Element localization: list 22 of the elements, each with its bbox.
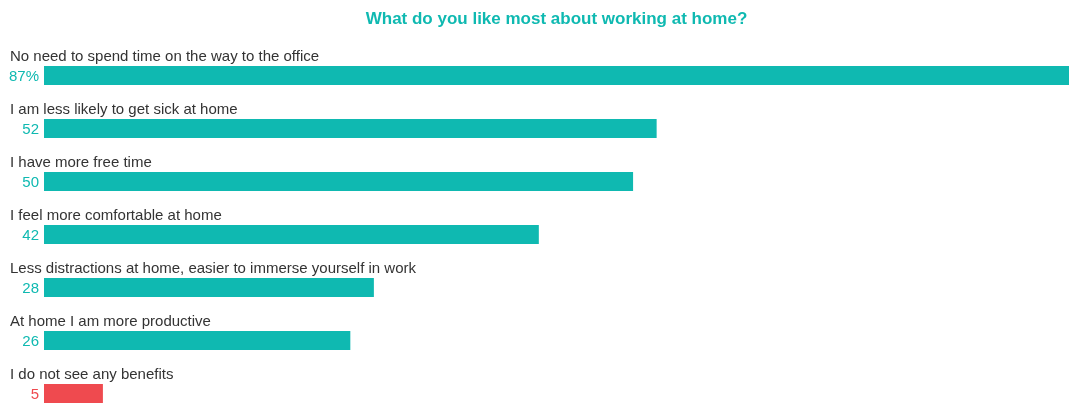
y-tick-label: I have more free time [10, 152, 152, 170]
y-tick-label: Less distractions at home, easier to immerse yourself in work [10, 258, 417, 276]
bar [44, 66, 1069, 85]
y-tick-label: No need to spend time on the way to the office [10, 46, 320, 64]
y-tick-label: I am less likely to get sick at home [10, 99, 238, 117]
bar [44, 384, 103, 403]
data-label: 28 [22, 278, 39, 296]
bar [44, 119, 657, 138]
data-label: 87% [8, 66, 39, 84]
data-label: 42 [22, 225, 39, 243]
data-label: 52 [22, 119, 39, 137]
bar [44, 331, 351, 350]
text: What do you like most about working at home? [365, 9, 748, 28]
y-tick-label: I do not see any benefits [10, 364, 174, 382]
bar [44, 172, 634, 191]
data-label: 50 [22, 172, 39, 190]
bar [44, 225, 539, 244]
y-tick-label: I feel more comfortable at home [10, 205, 222, 223]
bar [44, 278, 374, 297]
y-tick-label: At home I am more productive [10, 311, 211, 329]
data-label: 26 [22, 331, 39, 349]
data-label: 5 [30, 384, 39, 402]
